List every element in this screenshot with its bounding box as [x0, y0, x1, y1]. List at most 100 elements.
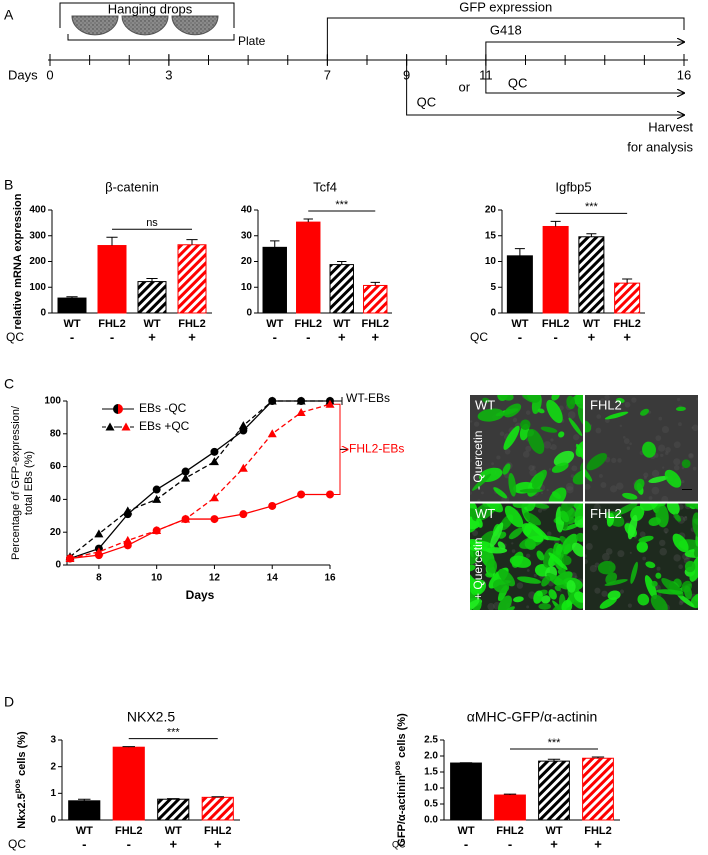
- noise: [470, 420, 473, 423]
- cell-cluster: [655, 572, 662, 579]
- cell-cluster: [524, 538, 536, 550]
- noise: [617, 550, 625, 558]
- bar: [296, 221, 321, 314]
- micrograph-label: FHL2: [590, 506, 622, 521]
- marker: [267, 429, 277, 438]
- noise: [684, 515, 688, 519]
- marker: [152, 526, 162, 535]
- noise: [589, 564, 597, 573]
- cell-cluster: [569, 395, 583, 405]
- cell-cluster: [472, 473, 491, 491]
- cell-cluster: [586, 452, 607, 471]
- cell-cluster: [502, 463, 511, 475]
- noise: [504, 448, 511, 455]
- bar: [97, 245, 127, 314]
- cell-cluster: [676, 593, 695, 608]
- y-tick-label: 10: [485, 256, 497, 267]
- marker: [94, 529, 104, 538]
- error-bar: [586, 233, 597, 237]
- noise: [617, 458, 622, 463]
- cell-cluster: [689, 555, 698, 582]
- error-bar: [186, 239, 198, 245]
- noise: [604, 395, 610, 401]
- noise: [662, 466, 665, 469]
- error-bar: [622, 278, 633, 284]
- cell-cluster: [627, 514, 638, 540]
- y-tick-label: 80: [50, 428, 62, 439]
- group-label: +: [148, 329, 156, 344]
- noise: [529, 469, 537, 477]
- x-tick-label: WT: [511, 318, 528, 330]
- timeline-tick-label: 16: [677, 67, 691, 82]
- y-tick-label: 100: [44, 396, 61, 407]
- harvest-label: Harvest: [648, 119, 693, 134]
- noise: [599, 474, 603, 478]
- noise: [682, 516, 688, 521]
- noise: [689, 453, 693, 458]
- cell-cluster: [533, 503, 550, 509]
- group-label: -: [306, 329, 310, 344]
- line: [69, 400, 330, 558]
- noise: [692, 424, 698, 432]
- noise: [593, 503, 601, 511]
- timeline-tick-label: 7: [324, 67, 331, 82]
- bar: [506, 255, 533, 314]
- noise: [678, 564, 683, 570]
- cell-cluster: [555, 543, 563, 556]
- noise: [673, 458, 681, 466]
- significance-label: ***: [585, 201, 599, 213]
- marker: [239, 510, 248, 519]
- noise: [543, 441, 552, 449]
- noise: [585, 559, 588, 565]
- noise: [601, 590, 608, 597]
- noise: [696, 397, 698, 401]
- error-bar: [122, 746, 135, 748]
- marker: [267, 396, 277, 405]
- noise: [639, 531, 646, 538]
- noise: [595, 427, 602, 434]
- plate-label: Plate: [238, 34, 266, 48]
- cell-cluster: [694, 503, 698, 508]
- y-tick-label: 5: [490, 282, 496, 293]
- x-tick-label: WT: [333, 318, 350, 330]
- cell-cluster: [650, 594, 668, 610]
- y-tick-label: 60: [50, 461, 62, 472]
- panel-label: B: [4, 177, 13, 193]
- x-tick-label: WT: [76, 825, 93, 837]
- noise: [658, 444, 666, 452]
- marker: [209, 457, 219, 466]
- noise: [571, 465, 578, 472]
- noise: [525, 445, 532, 452]
- bar: [57, 297, 87, 314]
- noise: [549, 446, 552, 450]
- cell-cluster: [519, 488, 544, 493]
- group-label: +: [371, 329, 379, 344]
- group-label: -: [508, 836, 512, 851]
- cell-cluster: [615, 503, 638, 516]
- timeline-tick-label: 0: [46, 67, 53, 82]
- cell-cluster: [684, 585, 692, 600]
- noise: [611, 457, 617, 464]
- error-bar: [514, 248, 525, 256]
- noise: [470, 458, 472, 463]
- drop-icon: [71, 15, 119, 36]
- noise: [567, 411, 576, 419]
- y-tick-label: 1.5: [424, 767, 438, 778]
- noise: [550, 438, 554, 442]
- micrograph-label: WT: [475, 397, 495, 412]
- cell-cluster: [574, 503, 583, 521]
- micrograph: [585, 395, 698, 502]
- cell-cluster: [513, 596, 524, 603]
- noise: [600, 398, 605, 404]
- qc-label: QC: [508, 75, 528, 90]
- y-tick-label: 3: [50, 735, 56, 746]
- noise: [664, 531, 668, 534]
- marker: [238, 421, 248, 430]
- cell-cluster: [548, 487, 567, 502]
- cell-cluster: [541, 595, 551, 604]
- bar: [68, 800, 101, 821]
- bar: [578, 236, 605, 314]
- noise: [656, 566, 661, 571]
- error-bar: [370, 281, 380, 286]
